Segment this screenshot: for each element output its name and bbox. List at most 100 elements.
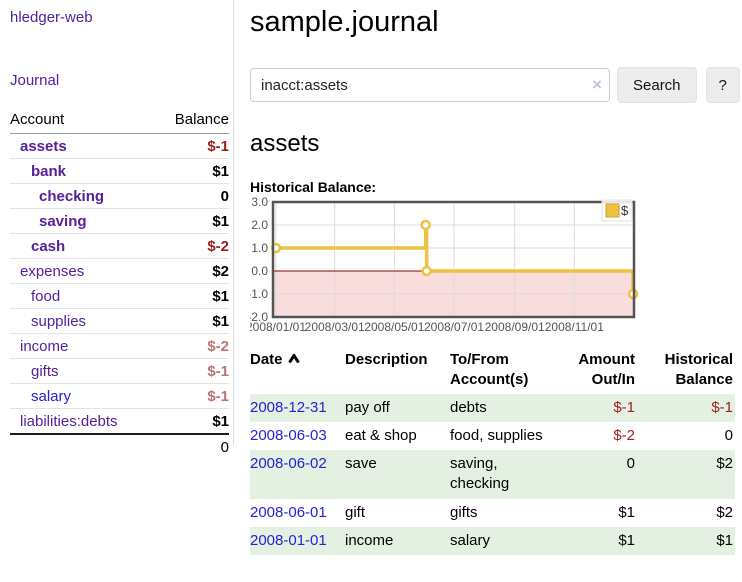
account-total-value: 0 <box>155 433 229 460</box>
register-row: 2008-06-01 gift gifts $1 $2 <box>250 499 735 527</box>
account-link[interactable]: supplies <box>31 313 87 330</box>
register-row: 2008-12-31 pay off debts $-1 $-1 <box>250 393 735 422</box>
svg-text:2.0: 2.0 <box>251 218 268 232</box>
register-balance: 0 <box>724 426 733 444</box>
register-balance: $-1 <box>711 398 733 416</box>
account-row: checking 0 <box>10 183 229 209</box>
account-column-header: Account <box>10 109 156 134</box>
svg-text:2008/11/01: 2008/11/01 <box>545 320 604 334</box>
account-link[interactable]: salary <box>31 388 72 405</box>
svg-text:$: $ <box>621 203 629 218</box>
register-accounts: gifts <box>450 503 478 521</box>
register-date-link[interactable]: 2008-06-01 <box>250 503 327 521</box>
svg-text:2008/05/01: 2008/05/01 <box>364 320 424 334</box>
account-balance: $-2 <box>155 233 229 259</box>
register-description: save <box>345 455 377 472</box>
page-title: sample.journal <box>250 6 439 38</box>
account-row: cash $-2 <box>10 233 229 259</box>
historical-balance-chart: 3.0 2.0 1.0 0.0 -1.0 -2.02008/01/012008/03/01… <box>250 196 639 334</box>
search-input[interactable] <box>250 68 610 102</box>
account-balance: $-2 <box>155 333 229 359</box>
register-amount: $-2 <box>613 426 635 444</box>
register-balance: $1 <box>716 531 733 549</box>
register-balance: $2 <box>716 455 733 472</box>
register-accounts: salary <box>450 531 491 549</box>
sidebar-divider <box>233 0 234 445</box>
svg-text:1.0: 1.0 <box>251 241 268 255</box>
register-description: eat & shop <box>345 426 417 444</box>
app-title-link[interactable]: hledger-web <box>10 9 93 26</box>
svg-text:2008/09/01: 2008/09/01 <box>485 320 545 334</box>
svg-text:3.0: 3.0 <box>251 196 268 209</box>
account-tree-table: Account Balance assets $-1 bank $1 checking 0… <box>10 109 229 460</box>
register-balance: $2 <box>716 503 733 521</box>
register-amount: 0 <box>626 455 635 472</box>
register-description: income <box>345 531 394 549</box>
account-balance: $1 <box>212 413 229 430</box>
account-row: gifts $-1 <box>10 358 229 384</box>
search-button[interactable]: Search <box>617 67 697 103</box>
account-row: assets $-1 <box>10 133 229 159</box>
account-balance: $1 <box>155 308 229 334</box>
register-date-link[interactable]: 2008-01-01 <box>250 531 327 549</box>
register-row: 2008-01-01 income salary $1 $1 <box>250 526 735 555</box>
register-description: gift <box>345 503 366 521</box>
sidebar-item-journal[interactable]: Journal <box>10 72 60 89</box>
account-link[interactable]: expenses <box>20 263 85 280</box>
account-link[interactable]: assets <box>20 138 67 155</box>
account-heading: assets <box>250 130 320 157</box>
register-amount: $1 <box>618 531 635 549</box>
register-header-date[interactable]: Date <box>250 348 345 394</box>
account-balance: $2 <box>155 258 229 284</box>
svg-text:2008/07/01: 2008/07/01 <box>424 320 484 334</box>
register-table: Date Description To/From Account(s) Amou… <box>250 348 735 555</box>
balance-column-header: Balance <box>155 109 229 134</box>
account-row: saving $1 <box>10 208 229 234</box>
register-amount: $-1 <box>613 398 635 416</box>
account-row: expenses $2 <box>10 258 229 284</box>
register-header-accounts: To/From Account(s) <box>450 351 529 389</box>
sidebar: hledger-web Journal Account Balance asse… <box>0 0 233 460</box>
search-box: × <box>250 68 610 102</box>
help-button[interactable]: ? <box>705 67 740 103</box>
account-row: income $-2 <box>10 333 229 359</box>
account-balance: $-1 <box>155 383 229 409</box>
account-balance: $-1 <box>155 133 229 159</box>
register-header-description: Description <box>345 351 428 368</box>
account-row: supplies $1 <box>10 308 229 334</box>
account-link[interactable]: checking <box>39 188 105 205</box>
account-total-row: 0 <box>10 433 229 460</box>
main-content: sample.journal × Search ? assets Histori… <box>250 0 742 555</box>
register-row: 2008-06-02 save saving, checking 0 $2 <box>250 450 735 499</box>
account-balance: $1 <box>155 208 229 234</box>
register-date-link[interactable]: 2008-06-03 <box>250 426 327 444</box>
account-link[interactable]: cash <box>31 238 66 255</box>
chart-title: Historical Balance: <box>250 179 377 195</box>
clear-search-icon[interactable]: × <box>592 75 602 94</box>
register-header-balance: Historical Balance <box>664 351 733 389</box>
register-date-link[interactable]: 2008-06-02 <box>250 455 327 472</box>
account-link[interactable]: bank <box>31 163 67 180</box>
account-link[interactable]: gifts <box>31 363 59 380</box>
account-balance: $1 <box>155 283 229 309</box>
account-link[interactable]: liabilities:debts <box>20 413 118 430</box>
svg-text:2008/03/01: 2008/03/01 <box>305 320 365 334</box>
sort-asc-icon <box>287 352 300 364</box>
register-row: 2008-06-03 eat & shop food, supplies $-2 0 <box>250 422 735 450</box>
register-accounts: saving, checking <box>450 455 510 493</box>
account-balance: $1 <box>155 158 229 184</box>
account-link[interactable]: food <box>31 288 61 305</box>
account-row: salary $-1 <box>10 383 229 409</box>
register-date-link[interactable]: 2008-12-31 <box>250 398 327 416</box>
register-amount: $1 <box>618 503 635 521</box>
account-row: liabilities:debts $1 <box>10 409 229 435</box>
register-accounts: food, supplies <box>450 426 543 444</box>
register-accounts: debts <box>450 398 487 416</box>
account-balance: $-1 <box>155 358 229 384</box>
svg-text:-1.0: -1.0 <box>250 287 268 301</box>
account-row: bank $1 <box>10 158 229 184</box>
account-link[interactable]: saving <box>39 213 87 230</box>
account-link[interactable]: income <box>20 338 69 355</box>
account-row: food $1 <box>10 283 229 309</box>
register-description: pay off <box>345 398 390 416</box>
